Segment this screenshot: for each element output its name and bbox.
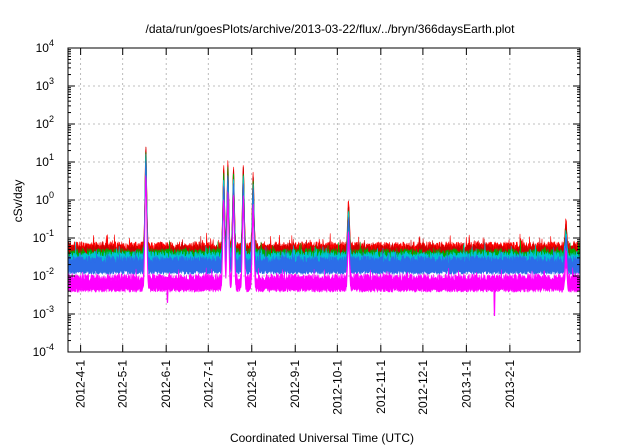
x-tick-label: 2013-2-1 (503, 360, 517, 408)
y-tick-label: 103 (36, 76, 54, 93)
chart-title: /data/run/goesPlots/archive/2013-03-22/f… (146, 22, 516, 36)
x-tick-label: 2012-6-1 (159, 360, 173, 408)
y-tick-label: 10-3 (33, 304, 54, 321)
y-tick-label: 104 (36, 38, 54, 55)
series-group (67, 146, 581, 317)
x-tick-label: 2012-11-1 (374, 360, 388, 414)
y-tick-label: 100 (36, 190, 54, 207)
y-tick-label: 102 (36, 114, 54, 131)
x-tick-label: 2013-1-1 (459, 360, 473, 408)
y-tick-label: 10-2 (33, 266, 54, 283)
x-tick-label: 2012-4-1 (74, 360, 88, 408)
x-tick-label: 2012-5-1 (116, 360, 130, 408)
grid (68, 48, 580, 352)
x-tick-label: 2012-7-1 (201, 360, 215, 408)
y-axis-label: cSv/day (11, 180, 25, 223)
y-tick-label: 101 (36, 152, 54, 169)
y-tick-labels: 10-4 10-3 10-2 10-1 100 101 102 103 104 (33, 38, 54, 359)
x-tick-label: 2012-12-1 (416, 360, 430, 415)
x-tick-labels: 2012-4-1 2012-5-1 2012-6-1 2012-7-1 2012-8-1… (74, 360, 517, 415)
x-tick-label: 2012-9-1 (288, 360, 302, 408)
y-tick-label: 10-1 (33, 228, 54, 245)
y-tick-label: 10-4 (33, 342, 54, 359)
x-tick-label: 2012-8-1 (245, 360, 259, 408)
ticks (68, 47, 580, 353)
x-tick-label: 2012-10-1 (330, 360, 344, 415)
x-axis-label: Coordinated Universal Time (UTC) (230, 431, 414, 445)
